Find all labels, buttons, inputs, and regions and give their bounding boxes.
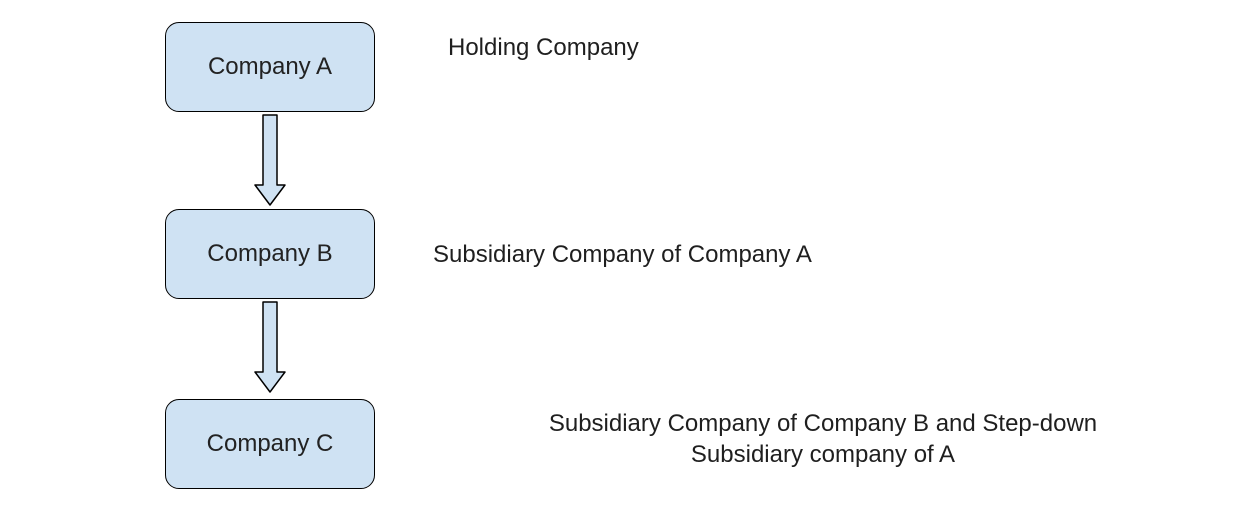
node-company-a: Company A bbox=[165, 22, 375, 112]
desc-b: Subsidiary Company of Company A bbox=[433, 239, 1213, 270]
arrow-a-to-b bbox=[254, 115, 286, 205]
node-company-b: Company B bbox=[165, 209, 375, 299]
node-company-c: Company C bbox=[165, 399, 375, 489]
node-label: Company C bbox=[207, 430, 334, 458]
node-label: Company A bbox=[208, 53, 332, 81]
desc-c: Subsidiary Company of Company B and Step… bbox=[433, 408, 1213, 470]
node-label: Company B bbox=[207, 240, 332, 268]
arrow-b-to-c bbox=[254, 302, 286, 392]
desc-a: Holding Company bbox=[448, 32, 1228, 63]
